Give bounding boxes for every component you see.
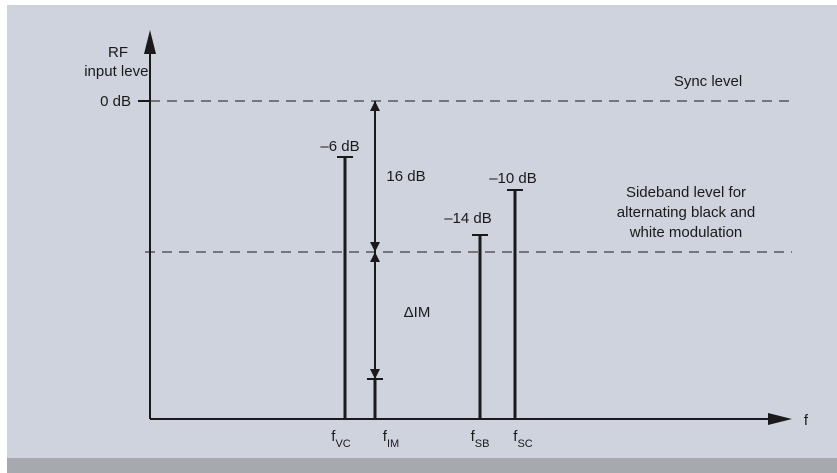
x-axis-arrow-icon: [768, 413, 792, 425]
carrier-sc-symbol: f: [513, 428, 518, 445]
carrier-sb-label: fSB: [471, 428, 490, 450]
carrier-vc-level: –6 dB: [320, 138, 359, 155]
y-axis-label-line1: RF: [108, 44, 128, 61]
carrier-sc-level: –10 dB: [489, 170, 537, 187]
carrier-vc-label: fVC: [331, 428, 351, 450]
zero-db-label: 0 dB: [100, 93, 131, 110]
upper-dimension-label: 16 dB: [386, 168, 425, 185]
carrier-im-label: fIM: [383, 428, 399, 450]
x-axis-label: f: [804, 412, 809, 429]
carrier-vc-subscript: VC: [335, 438, 350, 450]
footer-bar: [7, 458, 837, 473]
y-axis-label-line2: input level: [84, 63, 152, 80]
y-axis-arrow-icon: [144, 30, 156, 54]
carrier-sc-label: fSC: [513, 428, 533, 450]
carrier-sb-symbol: f: [471, 428, 476, 445]
carrier-sb-level: –14 dB: [444, 210, 492, 227]
carrier-sb-subscript: SB: [475, 438, 490, 450]
sideband-label-line3: white modulation: [629, 224, 743, 241]
carrier-im-symbol: f: [383, 428, 388, 445]
sideband-label-line1: Sideband level for: [626, 184, 746, 201]
lower-dimension-label: ΔIM: [404, 304, 431, 321]
sideband-label-line2: alternating black and: [617, 204, 755, 221]
carrier-im-subscript: IM: [387, 438, 399, 450]
diagram-panel: [7, 5, 837, 458]
carrier-sc-subscript: SC: [517, 438, 532, 450]
carrier-vc-symbol: f: [331, 428, 336, 445]
sync-level-label: Sync level: [674, 73, 742, 90]
